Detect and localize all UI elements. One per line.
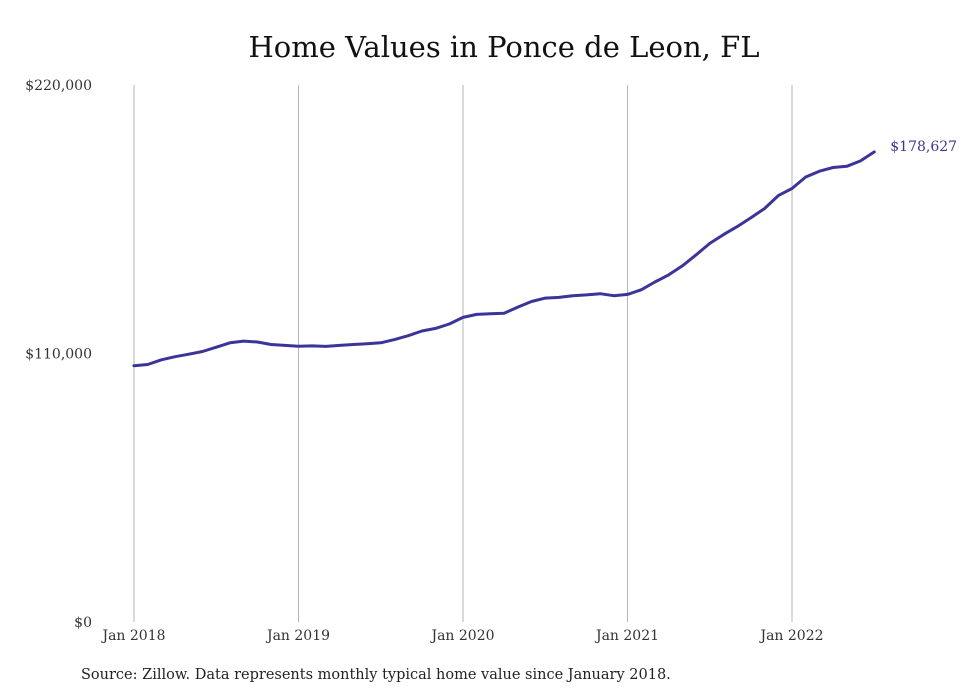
data-point bbox=[859, 159, 862, 163]
data-point bbox=[585, 293, 588, 297]
data-point bbox=[749, 216, 753, 219]
data-point bbox=[434, 327, 437, 330]
data-point bbox=[873, 150, 876, 154]
source-note: Source: Zillow. Data represents monthly … bbox=[81, 667, 671, 683]
end-value-label: $178,627 bbox=[890, 139, 957, 155]
x-tick-label: Jan 2021 bbox=[594, 628, 659, 644]
y-tick-label: $220,000 bbox=[25, 78, 92, 94]
data-point bbox=[694, 253, 698, 257]
x-axis: Jan 2018 Jan 2019 Jan 2020 Jan 2021 Jan 2022 bbox=[100, 628, 823, 644]
y-axis: $0 $110,000 $220,000 bbox=[25, 78, 92, 631]
data-point bbox=[201, 350, 204, 353]
data-point bbox=[160, 358, 163, 362]
series-line bbox=[132, 150, 876, 368]
x-tick-label: Jan 2018 bbox=[100, 628, 165, 644]
data-point bbox=[475, 313, 478, 316]
data-point bbox=[297, 344, 300, 348]
y-tick-label: $110,000 bbox=[25, 347, 92, 363]
data-point bbox=[338, 344, 341, 347]
data-point bbox=[831, 166, 835, 169]
chart-title: Home Values in Ponce de Leon, FL bbox=[248, 30, 760, 64]
series: $178,627 bbox=[132, 139, 957, 368]
data-point bbox=[132, 364, 136, 367]
data-point bbox=[448, 322, 451, 326]
data-point bbox=[461, 316, 465, 319]
data-point bbox=[393, 338, 396, 341]
x-tick-label: Jan 2019 bbox=[265, 628, 330, 644]
data-point bbox=[667, 273, 670, 277]
data-point bbox=[845, 165, 849, 168]
data-point bbox=[242, 339, 245, 343]
data-point bbox=[379, 341, 382, 344]
data-point bbox=[256, 340, 259, 344]
data-point bbox=[777, 194, 780, 197]
data-point bbox=[187, 353, 191, 356]
data-point bbox=[626, 293, 629, 296]
data-point bbox=[146, 363, 149, 366]
y-tick-label: $0 bbox=[74, 615, 92, 631]
data-point bbox=[489, 312, 492, 315]
data-point bbox=[406, 334, 410, 337]
data-point bbox=[530, 300, 533, 303]
data-point bbox=[502, 312, 506, 315]
data-point bbox=[420, 329, 424, 333]
data-point bbox=[708, 242, 711, 245]
data-point bbox=[557, 296, 561, 299]
data-point bbox=[215, 345, 218, 349]
data-point bbox=[173, 355, 177, 358]
data-point bbox=[653, 280, 657, 284]
data-point bbox=[735, 225, 739, 228]
data-point bbox=[311, 344, 314, 348]
data-point bbox=[790, 187, 794, 190]
data-point bbox=[571, 294, 574, 297]
gridlines bbox=[133, 85, 793, 622]
data-point bbox=[324, 345, 328, 348]
data-point bbox=[544, 296, 547, 300]
data-point bbox=[598, 292, 602, 295]
data-point bbox=[612, 294, 615, 297]
data-point bbox=[818, 169, 821, 173]
data-point bbox=[365, 342, 369, 345]
data-point bbox=[283, 344, 286, 347]
data-point bbox=[722, 233, 725, 236]
x-tick-label: Jan 2022 bbox=[758, 628, 823, 644]
x-tick-label: Jan 2020 bbox=[429, 628, 494, 644]
data-point bbox=[681, 264, 684, 268]
data-point bbox=[763, 207, 766, 210]
data-point bbox=[269, 343, 273, 346]
data-point bbox=[228, 341, 232, 344]
data-point bbox=[352, 343, 355, 346]
data-point bbox=[640, 288, 643, 291]
data-point bbox=[516, 305, 520, 309]
data-point bbox=[804, 175, 807, 179]
